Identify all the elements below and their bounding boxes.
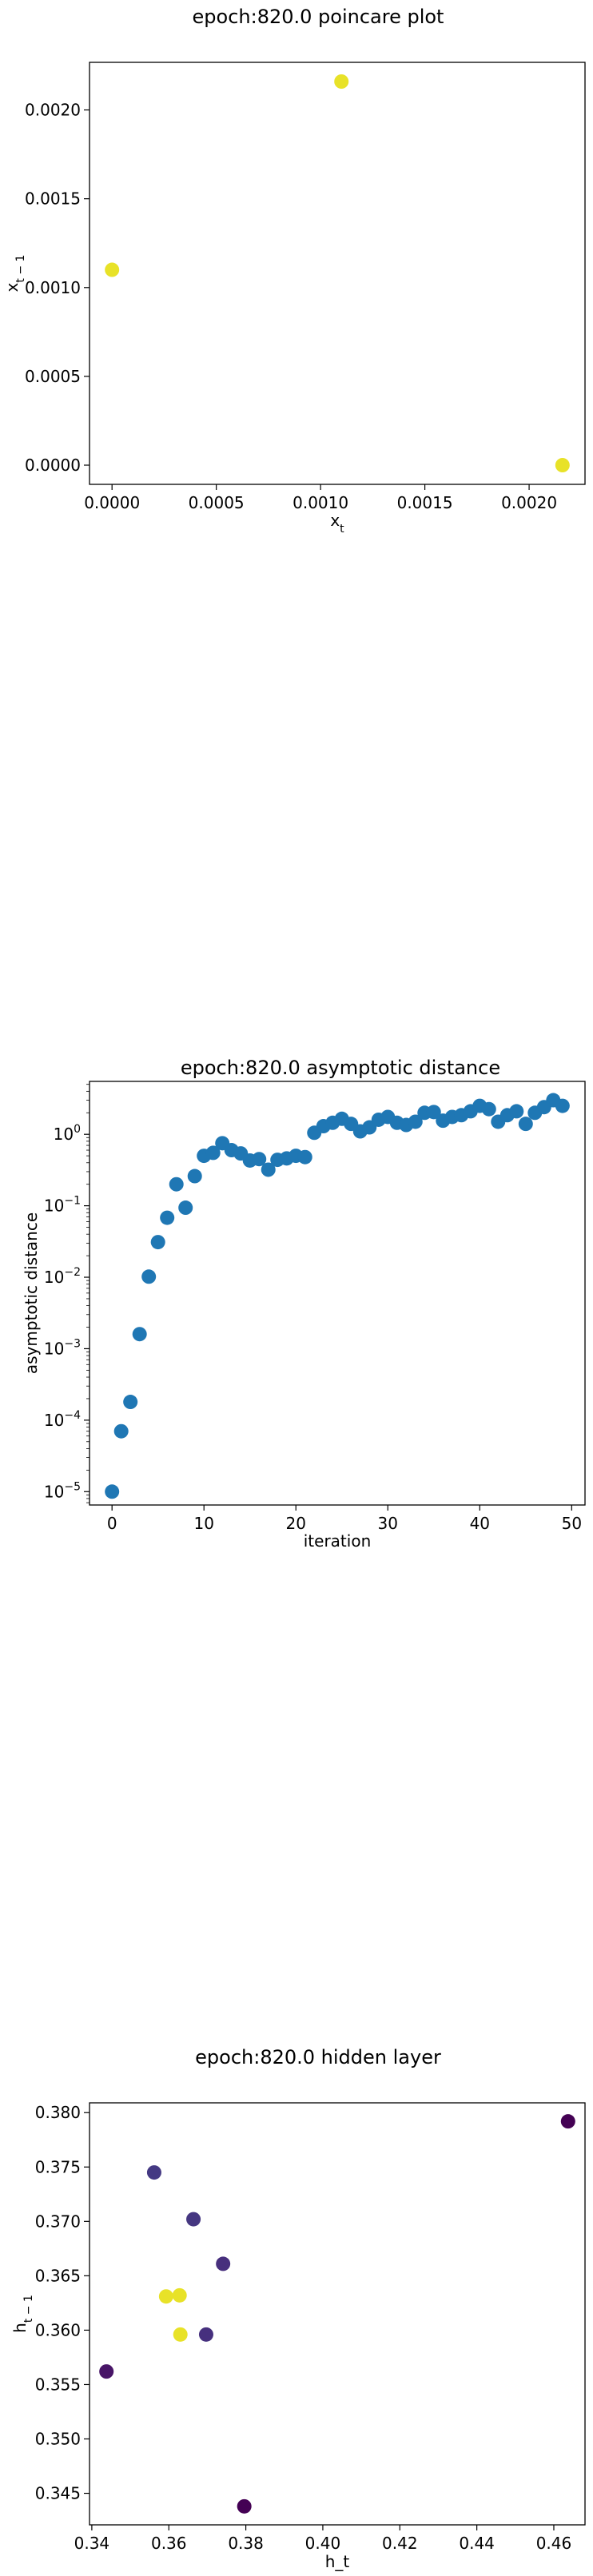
data-point — [252, 1152, 267, 1167]
y-tick-label: 0.345 — [35, 2484, 81, 2503]
x-axis-label: iteration — [304, 1531, 372, 1551]
y-tick-label: 0.0010 — [25, 278, 81, 297]
data-point — [334, 74, 349, 89]
data-point — [169, 1177, 184, 1192]
x-tick-label: 0 — [107, 1514, 117, 1533]
data-point — [123, 1395, 138, 1410]
data-points — [99, 2114, 575, 2514]
data-point — [560, 2114, 575, 2129]
data-point — [216, 2256, 231, 2271]
data-point — [509, 1104, 524, 1119]
data-point — [237, 2498, 252, 2514]
y-tick-label: 10−2 — [44, 1266, 81, 1287]
y-axis-label: xt − 1 — [2, 255, 27, 293]
x-axis: 0.34 0.36 0.38 0.40 0.42 0.44 0.46 — [74, 2525, 572, 2553]
x-tick-label: 40 — [470, 1514, 490, 1533]
y-axis: 10−5 10−4 10−3 10−2 10−1 100 — [44, 1084, 90, 1503]
data-point — [205, 1145, 221, 1161]
data-point — [150, 1235, 165, 1250]
y-tick-label: 0.380 — [35, 2103, 81, 2122]
data-point — [105, 262, 120, 277]
data-point — [141, 1269, 157, 1284]
data-point — [105, 1484, 120, 1499]
y-tick-label: 0.360 — [35, 2320, 81, 2339]
hidden-layer-plot: epoch:820.0 hidden layer 0.34 0.36 0.38 0.4… — [10, 2046, 586, 2571]
x-tick-label: 0.42 — [382, 2534, 418, 2553]
data-point — [186, 2212, 201, 2227]
data-point — [146, 2165, 161, 2180]
y-tick-label: 10−5 — [44, 1480, 81, 1501]
data-points — [105, 74, 570, 472]
data-point — [160, 1210, 175, 1225]
poincare-plot: epoch:820.0 poincare plot 0.0000 0.0005 0.… — [2, 6, 586, 536]
y-axis-label: ht − 1 — [10, 2295, 35, 2333]
y-tick-label: 100 — [54, 1123, 81, 1144]
data-point — [481, 1101, 496, 1117]
data-points — [105, 1093, 570, 1499]
y-tick-label: 0.370 — [35, 2212, 81, 2231]
x-tick-label: 0.0015 — [397, 493, 453, 512]
data-point — [555, 458, 570, 472]
x-tick-label: 10 — [193, 1514, 213, 1533]
asymptotic-distance-plot: epoch:820.0 asymptotic distance 0 10 20 30 4… — [22, 1057, 586, 1551]
y-tick-label: 10−4 — [44, 1409, 81, 1430]
x-tick-label: 0.40 — [305, 2534, 341, 2553]
data-point — [132, 1327, 147, 1342]
data-point — [518, 1117, 533, 1132]
x-tick-label: 0.0020 — [501, 493, 557, 512]
chart-title: epoch:820.0 asymptotic distance — [181, 1057, 500, 1079]
chart-title: epoch:820.0 poincare plot — [193, 6, 444, 28]
plot-frame — [89, 1081, 586, 1506]
data-point — [555, 1098, 570, 1113]
data-point — [426, 1105, 441, 1120]
x-axis: 0 10 20 30 40 50 — [107, 1505, 582, 1533]
x-tick-label: 0.38 — [228, 2534, 264, 2553]
y-axis-label: asymptotic distance — [22, 1212, 41, 1374]
y-tick-label: 0.365 — [35, 2266, 81, 2285]
y-tick-label: 10−3 — [44, 1337, 81, 1358]
y-tick-label: 0.350 — [35, 2429, 81, 2448]
x-tick-label: 0.0010 — [293, 493, 348, 512]
data-point — [113, 1423, 129, 1439]
data-point — [158, 2289, 173, 2304]
x-tick-label: 20 — [286, 1514, 306, 1533]
x-tick-label: 0.44 — [459, 2534, 495, 2553]
y-tick-label: 0.0000 — [25, 456, 81, 475]
data-point — [187, 1169, 202, 1184]
data-point — [99, 2364, 114, 2379]
x-tick-label: 0.34 — [74, 2534, 110, 2553]
x-tick-label: 30 — [378, 1514, 398, 1533]
chart-title: epoch:820.0 hidden layer — [195, 2046, 441, 2068]
y-axis: 0.345 0.350 0.355 0.360 0.365 0.370 0.375 0.380 — [35, 2103, 90, 2503]
data-point — [408, 1114, 423, 1129]
y-tick-label: 10−1 — [44, 1195, 81, 1216]
data-point — [297, 1149, 312, 1165]
x-tick-label: 0.0005 — [189, 493, 245, 512]
x-axis-label: h_t — [325, 2552, 350, 2571]
plot-frame — [89, 62, 586, 485]
data-point — [198, 2327, 213, 2342]
y-tick-label: 0.375 — [35, 2157, 81, 2176]
y-tick-label: 0.0020 — [25, 101, 81, 120]
x-axis-label: xt — [330, 511, 344, 536]
data-point — [178, 1200, 193, 1216]
y-tick-label: 0.0005 — [25, 367, 81, 386]
x-axis: 0.0000 0.0005 0.0010 0.0015 0.0020 — [84, 484, 557, 512]
x-tick-label: 0.46 — [536, 2534, 572, 2553]
y-tick-label: 0.0015 — [25, 189, 81, 209]
data-point — [261, 1162, 276, 1177]
y-tick-label: 0.355 — [35, 2375, 81, 2394]
data-point — [173, 2327, 188, 2342]
y-axis: 0.0000 0.0005 0.0010 0.0015 0.0020 — [25, 101, 90, 475]
x-tick-label: 0.0000 — [84, 493, 140, 512]
x-tick-label: 0.36 — [151, 2534, 187, 2553]
plot-frame — [89, 2102, 586, 2526]
data-point — [172, 2287, 187, 2303]
x-tick-label: 50 — [562, 1514, 582, 1533]
